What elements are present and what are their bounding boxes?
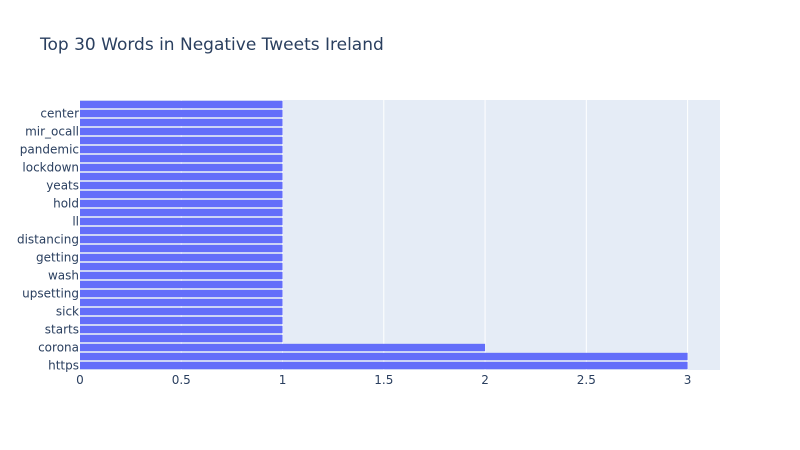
y-tick-labels: https corona starts sick upsetting wash gettin…: [17, 107, 79, 373]
x-tick-label: 2.5: [577, 373, 596, 387]
bar: [80, 181, 283, 190]
bar: [80, 226, 283, 235]
bar: [80, 163, 283, 172]
plot-background: [80, 100, 720, 370]
y-tick-label: mir_ocall: [25, 125, 79, 139]
chart-title: Top 30 Words in Negative Tweets Ireland: [39, 35, 384, 55]
bar: [80, 271, 283, 280]
bar: [80, 280, 283, 289]
bars: [80, 100, 688, 370]
bar: [80, 217, 283, 226]
bar: [80, 253, 283, 262]
x-tick-label: 1.5: [374, 373, 393, 387]
bar: [80, 325, 283, 334]
y-tick-label: getting: [36, 251, 79, 265]
y-tick-label: yeats: [46, 179, 79, 193]
bar: [80, 127, 283, 136]
y-tick-label: starts: [45, 323, 79, 337]
bar: [80, 190, 283, 199]
x-tick-label: 3: [684, 373, 692, 387]
y-tick-label: corona: [38, 341, 79, 355]
x-tick-labels: 0 0.5 1 1.5 2 2.5 3: [76, 373, 691, 387]
y-tick-label: center: [40, 107, 79, 121]
y-tick-label: sick: [56, 305, 79, 319]
bar: [80, 343, 486, 352]
bar: [80, 307, 283, 316]
x-tick-label: 1: [279, 373, 287, 387]
y-tick-label: hold: [53, 197, 79, 211]
bar: [80, 334, 283, 343]
y-tick-label: pandemic: [20, 143, 79, 157]
y-tick-label: wash: [48, 269, 79, 283]
bar: [80, 199, 283, 208]
grid-lines: [180, 100, 689, 370]
bar: [80, 289, 283, 298]
bar: [80, 298, 283, 307]
bar: [80, 172, 283, 181]
y-tick-label: ll: [72, 215, 79, 229]
bar: [80, 352, 688, 361]
bar: [80, 154, 283, 163]
y-tick-label: https: [48, 359, 79, 373]
bar: [80, 208, 283, 217]
bar: [80, 109, 283, 118]
bar: [80, 136, 283, 145]
y-tick-label: lockdown: [22, 161, 79, 175]
x-tick-label: 2: [481, 373, 489, 387]
bar: [80, 244, 283, 253]
y-tick-label: distancing: [17, 233, 79, 247]
bar: [80, 316, 283, 325]
x-tick-label: 0.5: [172, 373, 191, 387]
y-tick-label: upsetting: [22, 287, 79, 301]
bar: [80, 262, 283, 271]
bar: [80, 145, 283, 154]
x-tick-label: 0: [76, 373, 84, 387]
bar: [80, 118, 283, 127]
bar: [80, 100, 283, 109]
bar: [80, 235, 283, 244]
bar: [80, 361, 688, 370]
